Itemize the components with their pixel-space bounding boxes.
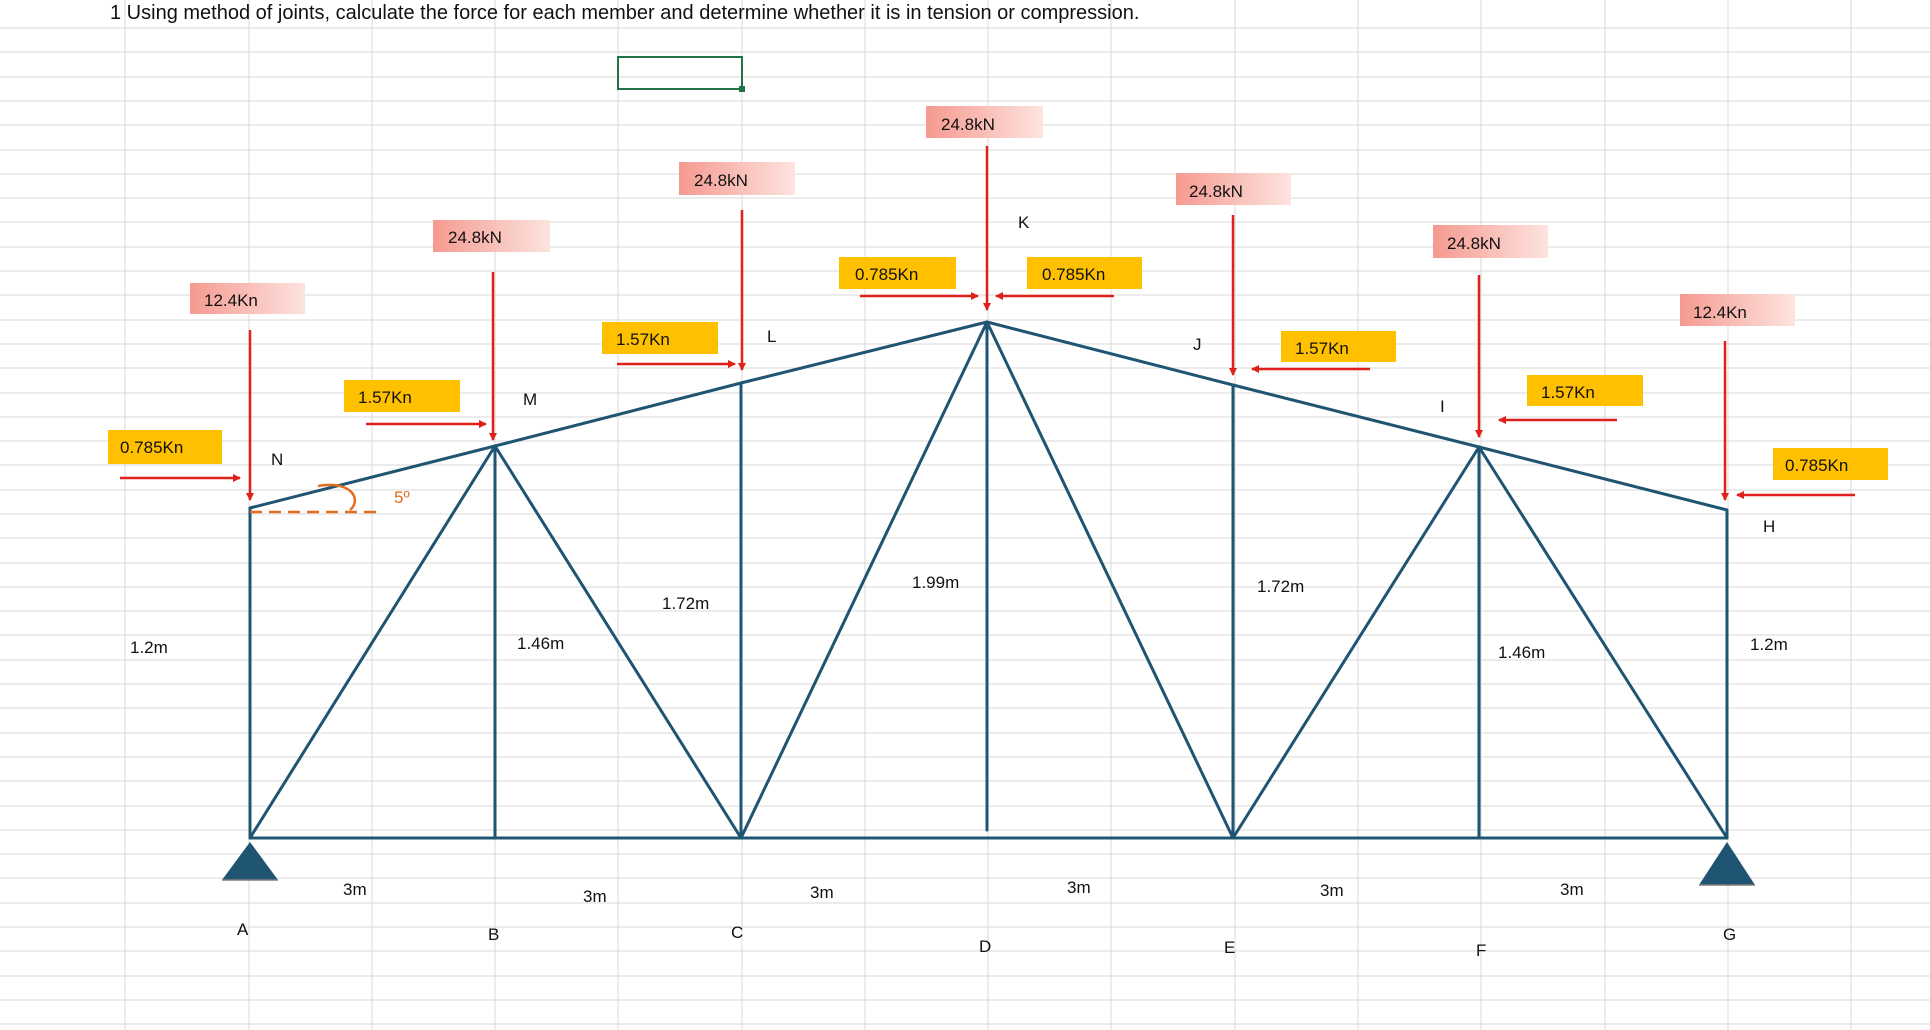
- joint-labels: A B C D E F G H I J K L M N: [237, 213, 1775, 960]
- joint-label-m: M: [523, 390, 537, 409]
- span-label-bc: 3m: [583, 887, 607, 906]
- pin-support-a: [222, 842, 278, 881]
- load-label-h-k-left: 0.785Kn: [839, 257, 956, 289]
- angle-label: 5º: [394, 488, 410, 507]
- joint-label-l: L: [767, 327, 776, 346]
- member-diagonal-ig: [1477, 445, 1729, 840]
- load-text-v-m: 24.8kN: [448, 228, 502, 247]
- member-top-chord-nm: [248, 444, 497, 510]
- load-text-v-l: 24.8kN: [694, 171, 748, 190]
- height-label-right-end: 1.2m: [1750, 635, 1788, 654]
- load-text-h-m: 1.57Kn: [358, 388, 412, 407]
- load-text-h-i: 1.57Kn: [1541, 383, 1595, 402]
- joint-label-d: D: [979, 937, 991, 956]
- joint-label-c: C: [731, 923, 743, 942]
- joint-label-k: K: [1018, 213, 1030, 232]
- load-label-h-n: 0.785Kn: [108, 430, 222, 464]
- joint-label-g: G: [1723, 925, 1736, 944]
- load-label-v-i: 24.8kN: [1433, 225, 1548, 258]
- height-label-k: 1.99m: [912, 573, 959, 592]
- force-arrows: [120, 146, 1855, 501]
- load-text-h-h: 0.785Kn: [1785, 456, 1848, 475]
- span-label-de: 3m: [1067, 878, 1091, 897]
- member-top-chord-ji: [1231, 383, 1481, 449]
- member-top-chord-kj: [985, 320, 1235, 387]
- height-labels: 1.2m 1.46m 1.72m 1.99m 1.72m 1.46m 1.2m: [130, 573, 1788, 662]
- load-label-v-h: 12.4Kn: [1680, 294, 1795, 326]
- load-text-v-h: 12.4Kn: [1693, 303, 1747, 322]
- span-label-ef: 3m: [1320, 881, 1344, 900]
- height-label-j: 1.72m: [1257, 577, 1304, 596]
- load-text-v-k: 24.8kN: [941, 115, 995, 134]
- member-diagonal-ck: [739, 320, 989, 840]
- member-diagonal-am: [248, 444, 497, 840]
- load-label-v-k: 24.8kN: [926, 106, 1043, 138]
- load-text-h-j: 1.57Kn: [1295, 339, 1349, 358]
- joint-label-h: H: [1763, 517, 1775, 536]
- height-label-i: 1.46m: [1498, 643, 1545, 662]
- horizontal-load-labels: 0.785Kn 1.57Kn 1.57Kn 0.785Kn 0.785Kn 1.…: [108, 257, 1888, 480]
- angle-marker: 5º: [250, 483, 410, 514]
- load-label-h-l: 1.57Kn: [602, 322, 718, 354]
- span-labels: 3m 3m 3m 3m 3m 3m: [343, 878, 1584, 906]
- joint-label-n: N: [271, 450, 283, 469]
- joint-label-j: J: [1193, 335, 1202, 354]
- roller-support-g: [1699, 842, 1755, 886]
- load-text-h-l: 1.57Kn: [616, 330, 670, 349]
- selected-cell-fill-handle[interactable]: [739, 86, 745, 92]
- load-label-v-m: 24.8kN: [433, 220, 550, 252]
- span-label-ab: 3m: [343, 880, 367, 899]
- load-text-v-n: 12.4Kn: [204, 291, 258, 310]
- height-label-l: 1.72m: [662, 594, 709, 613]
- selected-cell[interactable]: [617, 56, 743, 90]
- load-text-h-k-left: 0.785Kn: [855, 265, 918, 284]
- joint-label-b: B: [488, 925, 499, 944]
- load-label-h-i: 1.57Kn: [1527, 375, 1643, 406]
- load-label-v-j: 24.8kN: [1176, 173, 1291, 205]
- load-label-h-j: 1.57Kn: [1281, 331, 1396, 362]
- member-top-chord-lk: [739, 320, 989, 385]
- height-label-left-end: 1.2m: [130, 638, 168, 657]
- member-top-chord-ml: [493, 381, 743, 448]
- joint-label-f: F: [1476, 941, 1486, 960]
- load-label-v-l: 24.8kN: [679, 162, 795, 195]
- member-diagonal-ke: [985, 320, 1235, 840]
- span-label-fg: 3m: [1560, 880, 1584, 899]
- load-label-h-k-right: 0.785Kn: [1027, 257, 1142, 289]
- load-text-h-k-right: 0.785Kn: [1042, 265, 1105, 284]
- load-text-h-n: 0.785Kn: [120, 438, 183, 457]
- member-top-chord-ih: [1477, 445, 1729, 512]
- member-diagonal-ei: [1231, 445, 1481, 840]
- member-diagonal-mc: [493, 444, 743, 840]
- load-text-v-i: 24.8kN: [1447, 234, 1501, 253]
- load-label-h-h: 0.785Kn: [1773, 448, 1888, 480]
- height-label-m: 1.46m: [517, 634, 564, 653]
- joint-label-e: E: [1224, 938, 1235, 957]
- truss-members: [248, 320, 1729, 840]
- load-label-h-m: 1.57Kn: [344, 380, 460, 412]
- joint-label-a: A: [237, 920, 249, 939]
- load-text-v-j: 24.8kN: [1189, 182, 1243, 201]
- vertical-load-labels: 12.4Kn 24.8kN 24.8kN 24.8kN 24.8kN 24.8k…: [190, 106, 1795, 326]
- problem-title: 1 Using method of joints, calculate the …: [110, 2, 1140, 24]
- joint-label-i: I: [1440, 397, 1445, 416]
- load-label-v-n: 12.4Kn: [190, 283, 305, 314]
- span-label-cd: 3m: [810, 883, 834, 902]
